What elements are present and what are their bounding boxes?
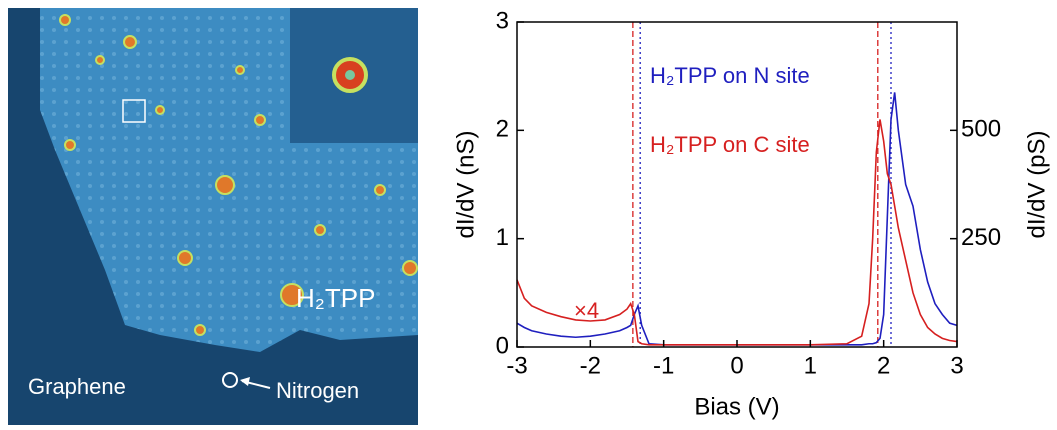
x-tick-label: 3 bbox=[950, 352, 963, 379]
spectrum-chart: H₂TPP on N site H₂TPP on C site -3 -2 -1 0 1 2 3… bbox=[452, 7, 1050, 420]
substrate-label: Graphene bbox=[28, 374, 126, 399]
dopant-label: Nitrogen bbox=[276, 378, 359, 403]
x-tick-label: -1 bbox=[653, 352, 674, 379]
series-line bbox=[516, 92, 958, 346]
x-tick-label: -2 bbox=[580, 352, 601, 379]
molecule-label: H₂TPP bbox=[296, 283, 375, 313]
legend-entry: H₂TPP on C site bbox=[650, 132, 810, 157]
y-tick-label: 3 bbox=[496, 7, 509, 34]
series-line bbox=[516, 119, 958, 346]
annotation: ×4 bbox=[574, 298, 599, 323]
stm-image: H₂TPP Graphene Nitrogen bbox=[8, 8, 418, 425]
y2-axis-label: dI/dV (pS) bbox=[1023, 130, 1050, 238]
y-tick-label: 1 bbox=[496, 224, 509, 251]
y2-tick-label: 500 bbox=[961, 116, 1001, 143]
x-axis-label: Bias (V) bbox=[694, 393, 779, 420]
x-tick-label: 2 bbox=[877, 352, 890, 379]
legend-entry: H₂TPP on N site bbox=[650, 63, 810, 88]
y-tick-label: 2 bbox=[496, 116, 509, 143]
y-tick-label: 0 bbox=[496, 332, 509, 359]
x-tick-label: -3 bbox=[506, 352, 527, 379]
y2-tick-label: 250 bbox=[961, 224, 1001, 251]
y-axis-label: dI/dV (nS) bbox=[452, 130, 479, 238]
x-tick-label: 1 bbox=[804, 352, 817, 379]
x-tick-label: 0 bbox=[730, 352, 743, 379]
